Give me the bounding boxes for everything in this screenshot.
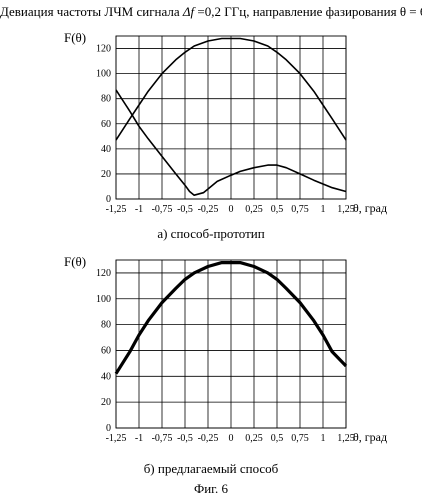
y-axis-label: F(θ): [64, 254, 86, 269]
x-tick-label: -1: [135, 433, 143, 444]
x-tick-label: 0,25: [245, 204, 263, 215]
x-tick-label: -1,25: [106, 433, 127, 444]
y-tick-label: 40: [101, 144, 111, 155]
plot-frame: [115, 259, 347, 429]
x-tick-label: 0,5: [271, 433, 284, 444]
title-delta: Δf: [182, 4, 195, 19]
title-prefix: Девиация частоты ЛЧМ сигнала: [0, 4, 183, 19]
x-tick-label: 0,75: [291, 204, 309, 215]
plot-frame: [115, 35, 347, 200]
x-tick-label: 1,25: [337, 204, 355, 215]
series-line-1: [115, 37, 347, 141]
x-tick-label: 1: [321, 204, 326, 215]
y-tick-label: 80: [101, 94, 111, 105]
y-tick-label: 20: [101, 397, 111, 408]
y-tick-label: 40: [101, 371, 111, 382]
x-tick-label: 0,5: [271, 204, 284, 215]
y-tick-label: 100: [96, 69, 111, 80]
x-tick-label: -1,25: [106, 204, 127, 215]
x-tick-label: -1: [135, 204, 143, 215]
x-tick-label: -0,75: [152, 433, 173, 444]
chart-a: 0 20 40 60 80 100 120 -1,25 -1 -0,75 -0,5 -0,25 0 0,2…: [64, 30, 387, 215]
y-tick-label: 60: [101, 345, 111, 356]
x-tick-label: 1: [321, 433, 326, 444]
y-tick-label: 20: [101, 169, 111, 180]
series-line-1: [114, 261, 348, 375]
x-tick-label: 1,25: [337, 433, 355, 444]
y-tick-label: 80: [101, 320, 111, 331]
title-suffix: = 60°: [409, 4, 422, 19]
figure-label: Фиг. 6: [193, 481, 229, 496]
x-tick-label: -0,5: [177, 204, 193, 215]
x-tick-label: 0: [229, 433, 234, 444]
title-theta: θ: [399, 4, 407, 19]
y-tick-label: 0: [106, 423, 111, 434]
y-axis-label: F(θ): [64, 30, 86, 45]
x-tick-label: -0,25: [198, 433, 219, 444]
series-line-2: [115, 89, 347, 196]
y-tick-label: 120: [96, 268, 111, 279]
y-tick-label: 120: [96, 44, 111, 55]
y-tick-label: 0: [106, 194, 111, 205]
x-tick-label: -0,25: [198, 204, 219, 215]
x-axis-label: θ, град: [353, 430, 387, 444]
chart-b: 0 20 40 60 80 100 120 -1,25 -1 -0,75 -0,5 -0,25 0 0,2…: [64, 254, 387, 444]
x-tick-label: 0,75: [291, 433, 309, 444]
y-tick-label: 60: [101, 119, 111, 130]
x-tick-label: -0,5: [177, 433, 193, 444]
caption-b: б) предлагаемый способ: [143, 461, 279, 476]
x-tick-label: 0: [229, 204, 234, 215]
x-tick-label: 0,25: [245, 433, 263, 444]
x-axis-label: θ, град: [353, 201, 387, 215]
figure-title: Девиация частоты ЛЧМ сигнала Δf =0,2 ГГц…: [0, 4, 422, 20]
title-middle: =0,2 ГГц, направление фазирования: [194, 4, 400, 19]
caption-a: а) способ-прототип: [157, 226, 265, 241]
y-tick-label: 100: [96, 294, 111, 305]
x-tick-label: -0,75: [152, 204, 173, 215]
